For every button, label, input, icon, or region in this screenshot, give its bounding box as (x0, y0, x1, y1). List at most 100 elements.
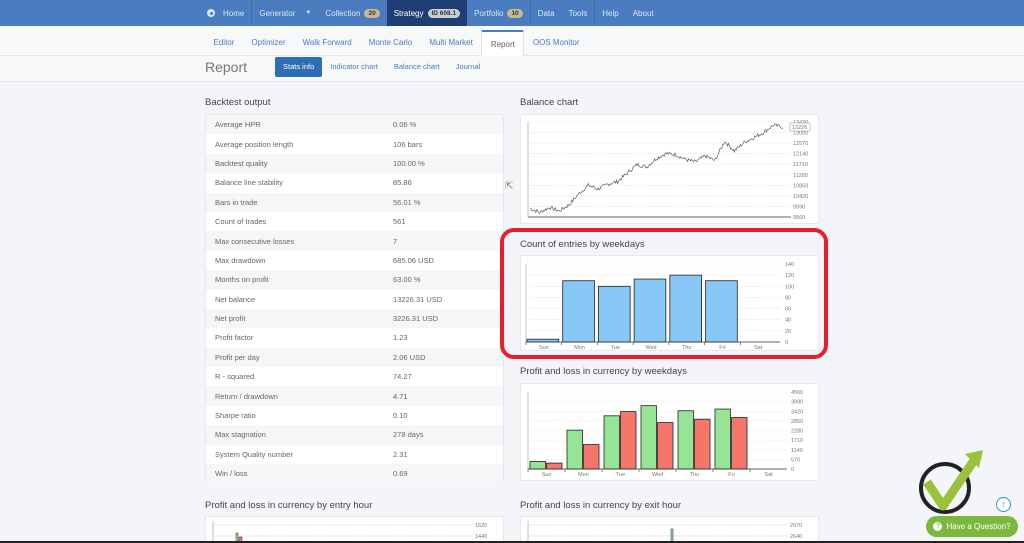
tab-walk-forward[interactable]: Walk Forward (302, 38, 352, 47)
pill-journal[interactable]: Journal (455, 62, 481, 71)
pill-stats-info[interactable]: Stats info (275, 57, 323, 77)
svg-text:Thu: Thu (682, 345, 691, 351)
pill-indicator-chart[interactable]: Indicator chart (330, 62, 378, 71)
bottom-edge (0, 541, 1024, 543)
stats-row: Average HPR 0.06 % (206, 115, 503, 135)
pill-balance-chart[interactable]: Balance chart (393, 62, 440, 71)
svg-text:1140: 1140 (791, 448, 803, 454)
question-icon: ? (933, 522, 943, 531)
stat-value: 0.10 (393, 411, 408, 421)
count-badge: ID 608.1 (427, 8, 461, 18)
stat-label: System Quality number (215, 449, 293, 459)
svg-text:Mon: Mon (574, 345, 585, 351)
svg-text:80: 80 (785, 295, 791, 301)
svg-text:1620: 1620 (475, 523, 487, 529)
tab-multi-market[interactable]: Multi Market (429, 38, 473, 47)
stat-label: R - squared (215, 372, 255, 382)
stat-value: 7 (393, 236, 398, 246)
svg-text:40: 40 (785, 318, 791, 324)
tab-optimizer[interactable]: Optimizer (251, 38, 286, 47)
nav-label: Help (602, 8, 619, 18)
svg-text:Fri: Fri (719, 345, 725, 351)
stat-label: Max drawdown (215, 255, 266, 265)
nav-help[interactable]: Help (594, 0, 625, 26)
stat-value: 13226.31 USD (393, 294, 443, 304)
checkmark-logo-icon (919, 450, 983, 514)
svg-text:Wed: Wed (652, 472, 663, 478)
entries-chart-title: Count of entries by weekdays (520, 239, 645, 250)
svg-text:11280: 11280 (793, 173, 808, 179)
count-badge: 20 (364, 8, 380, 18)
svg-text:3420: 3420 (791, 409, 803, 415)
page-title: Report (205, 59, 248, 75)
nav-label: Data (537, 8, 555, 18)
tab-oos-monitor[interactable]: OOS Monitor (532, 38, 580, 47)
stat-value: 0.69 (393, 469, 408, 479)
stat-value: 2.31 (393, 449, 408, 459)
stat-value: 0.06 % (393, 120, 417, 130)
stat-value: 106 bars (393, 139, 423, 149)
nav-strategy[interactable]: Strategy ID 608.1 (386, 0, 468, 26)
svg-text:Sun: Sun (539, 345, 549, 351)
nav-data[interactable]: Data (529, 0, 562, 26)
stat-value: 63.00 % (393, 275, 421, 285)
svg-text:Sat: Sat (764, 472, 773, 478)
have-a-question-button[interactable]: ? Have a Question? (926, 516, 1018, 537)
stat-label: Balance line stability (215, 178, 283, 188)
svg-text:13000: 13000 (793, 131, 808, 137)
svg-text:Wed: Wed (645, 345, 656, 351)
stats-row: Max consecutive losses 7 (206, 231, 503, 251)
stat-label: Average HPR (215, 120, 261, 130)
stat-value: 278 days (393, 430, 424, 440)
svg-text:1710: 1710 (791, 438, 803, 444)
svg-text:0: 0 (791, 467, 794, 473)
svg-text:Tue: Tue (611, 345, 620, 351)
stat-value: 3226.31 USD (393, 314, 439, 324)
stat-label: Profit factor (215, 333, 254, 343)
stat-label: Net profit (215, 314, 246, 324)
stat-label: Max consecutive losses (215, 236, 295, 246)
nav-label: Collection (325, 8, 361, 18)
svg-text:13226: 13226 (792, 125, 807, 131)
stat-label: Sharpe ratio (215, 411, 256, 421)
tab-monte-carlo[interactable]: Monte Carlo (368, 38, 413, 47)
count-badge: 10 (507, 8, 523, 18)
svg-text:570: 570 (791, 457, 800, 463)
tab-editor[interactable]: Editor (213, 38, 235, 47)
stat-label: Return / drawdown (215, 391, 278, 401)
stat-label: Average position length (215, 139, 294, 149)
stat-value: 561 (393, 217, 406, 227)
svg-text:2850: 2850 (791, 419, 803, 425)
stats-row: Balance line stability 85.86 (206, 173, 503, 192)
svg-text:120: 120 (785, 273, 794, 279)
svg-text:Mon: Mon (578, 472, 589, 478)
scroll-up-button[interactable]: ↑ (996, 497, 1011, 512)
nav-collection[interactable]: Collection 20 (318, 0, 386, 26)
stats-row: Return / drawdown 4.71 (206, 386, 503, 406)
stats-row: Profit per day 2.06 USD (206, 347, 503, 368)
svg-text:12570: 12570 (793, 141, 808, 147)
report-header: Report Stats info Indicator chart Balance … (0, 56, 1024, 82)
nav-tools[interactable]: Tools (562, 0, 595, 26)
nav-home[interactable]: Home (200, 0, 251, 26)
svg-text:2280: 2280 (791, 429, 803, 435)
stats-row: Max stagnation 278 days (206, 425, 503, 445)
pnl-weekdays-title: Profit and loss in currency by weekdays (520, 366, 687, 377)
pnl-entry-hour-title: Profit and loss in currency by entry hou… (205, 500, 373, 511)
chevron-down-icon: ▼ (305, 10, 312, 16)
svg-text:9560: 9560 (793, 215, 805, 221)
backtest-title: Backtest output (205, 97, 271, 108)
nav-generator[interactable]: Generator ▼ (251, 0, 318, 26)
stats-row: Win / loss 0.69 (206, 464, 503, 484)
nav-about[interactable]: About (626, 0, 661, 26)
stats-row: Months on profit 63.00 % (206, 270, 503, 290)
stat-label: Profit per day (215, 352, 260, 362)
svg-text:10420: 10420 (793, 194, 808, 200)
gear-icon (207, 9, 215, 17)
nav-portfolio[interactable]: Portfolio 10 (467, 0, 530, 26)
stat-value: 85.86 (393, 178, 412, 188)
nav-label: Home (223, 8, 245, 18)
tab-report[interactable]: Report (481, 30, 525, 56)
top-navbar: Home Generator ▼ Collection 20 Strategy ID 608… (0, 0, 1024, 26)
nav-label: Portfolio (474, 8, 504, 18)
